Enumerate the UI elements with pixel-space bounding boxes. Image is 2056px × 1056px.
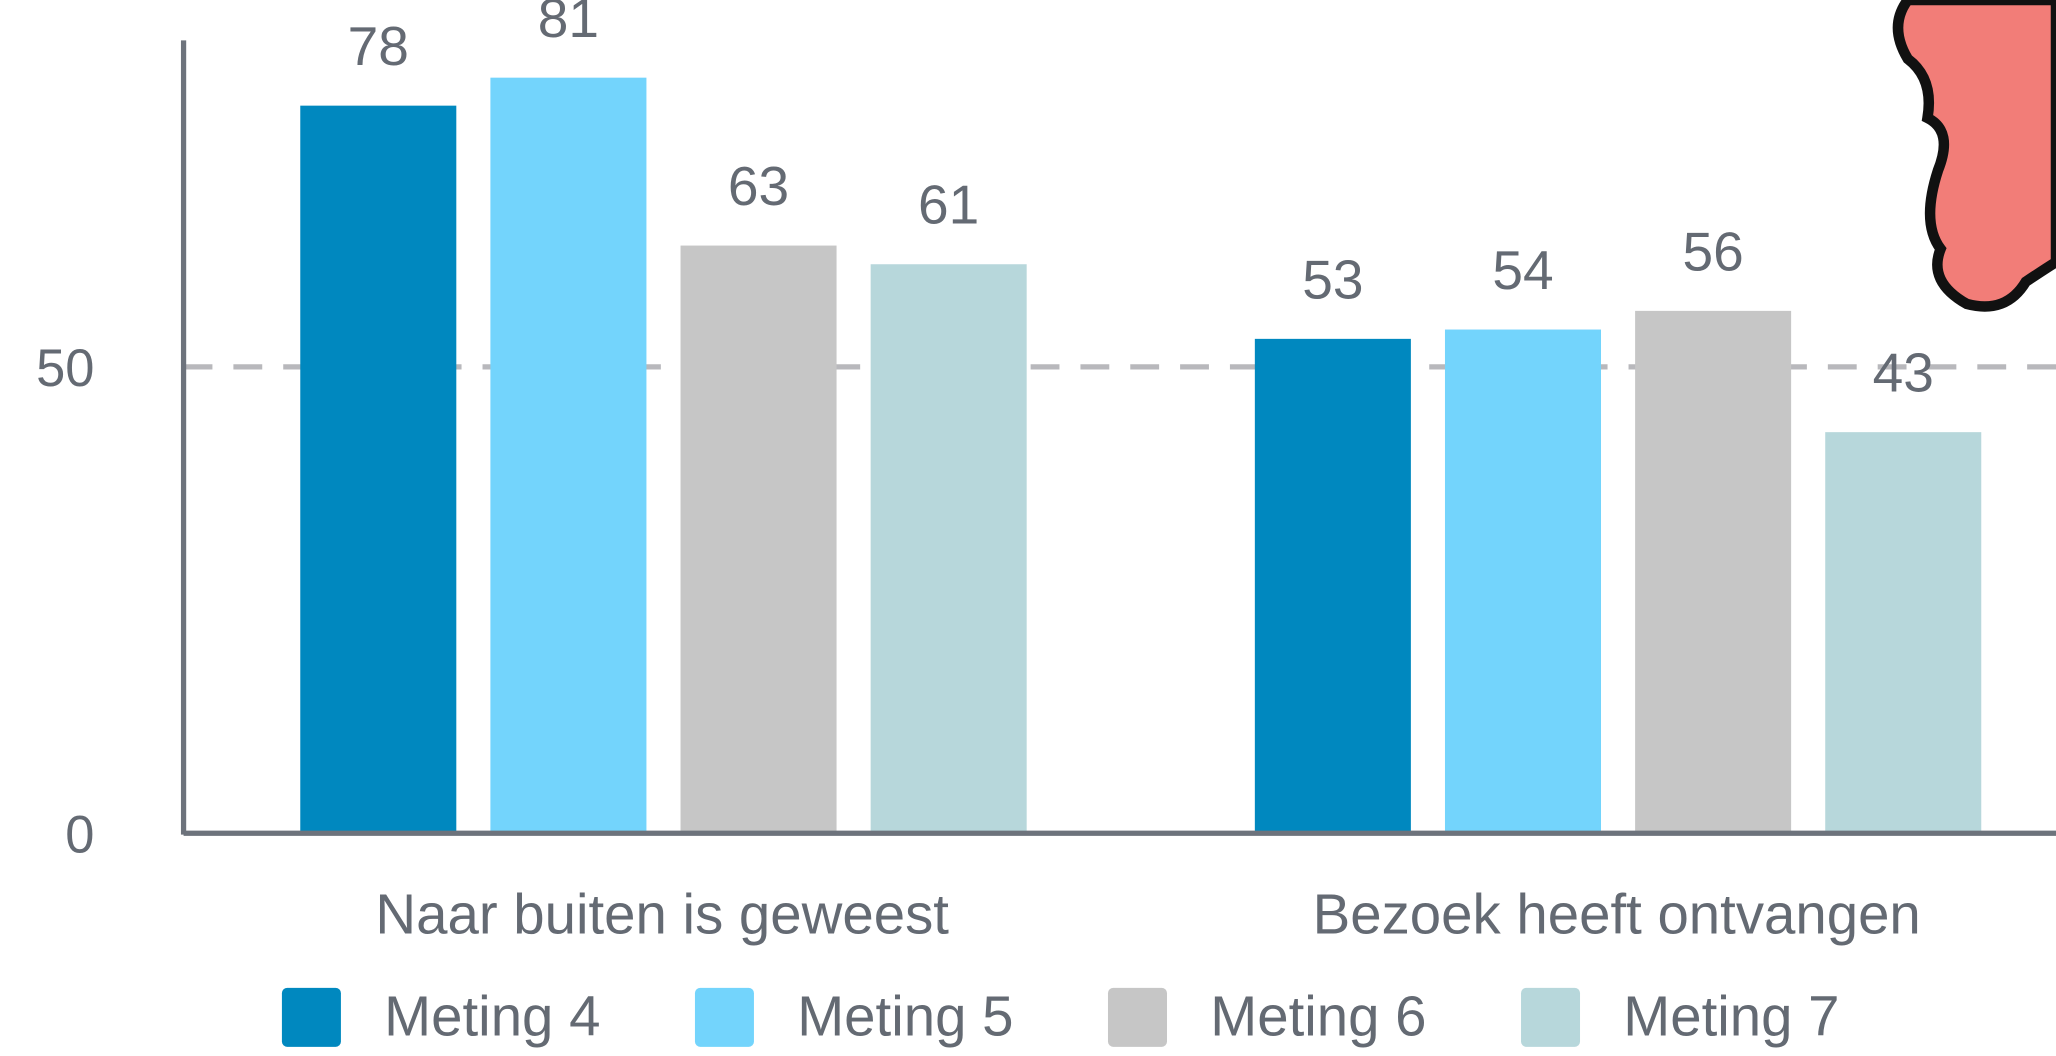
value-label: 43 xyxy=(1873,342,1934,404)
bar xyxy=(870,264,1027,834)
y-tick-label: 50 xyxy=(36,340,94,398)
value-label: 54 xyxy=(1492,239,1553,301)
x-tick-label: Bezoek heeft ontvangen xyxy=(1313,882,1921,945)
value-label: 63 xyxy=(728,155,789,217)
value-label: 81 xyxy=(538,0,599,49)
legend-label: Meting 6 xyxy=(1210,985,1426,1048)
value-label: 56 xyxy=(1682,220,1743,282)
legend-label: Meting 4 xyxy=(384,985,600,1048)
value-label: 61 xyxy=(918,174,979,236)
legend-label: Meting 7 xyxy=(1623,985,1839,1048)
bar xyxy=(1635,310,1792,834)
bar xyxy=(1254,338,1411,834)
x-tick-label: Naar buiten is geweest xyxy=(375,882,949,945)
value-label: 78 xyxy=(348,15,409,77)
value-label: 53 xyxy=(1302,248,1363,310)
legend-label: Meting 5 xyxy=(797,985,1013,1048)
bar xyxy=(300,105,457,834)
bar xyxy=(680,245,837,834)
legend-swatch xyxy=(694,987,754,1047)
bar xyxy=(490,77,647,834)
legend-swatch xyxy=(1107,987,1167,1047)
legend-swatch xyxy=(1521,987,1581,1047)
y-tick-label: 0 xyxy=(65,806,94,864)
bar xyxy=(1444,329,1602,834)
bar xyxy=(1825,432,1982,834)
virus-illustration xyxy=(1892,0,2056,312)
legend-swatch xyxy=(281,987,341,1047)
